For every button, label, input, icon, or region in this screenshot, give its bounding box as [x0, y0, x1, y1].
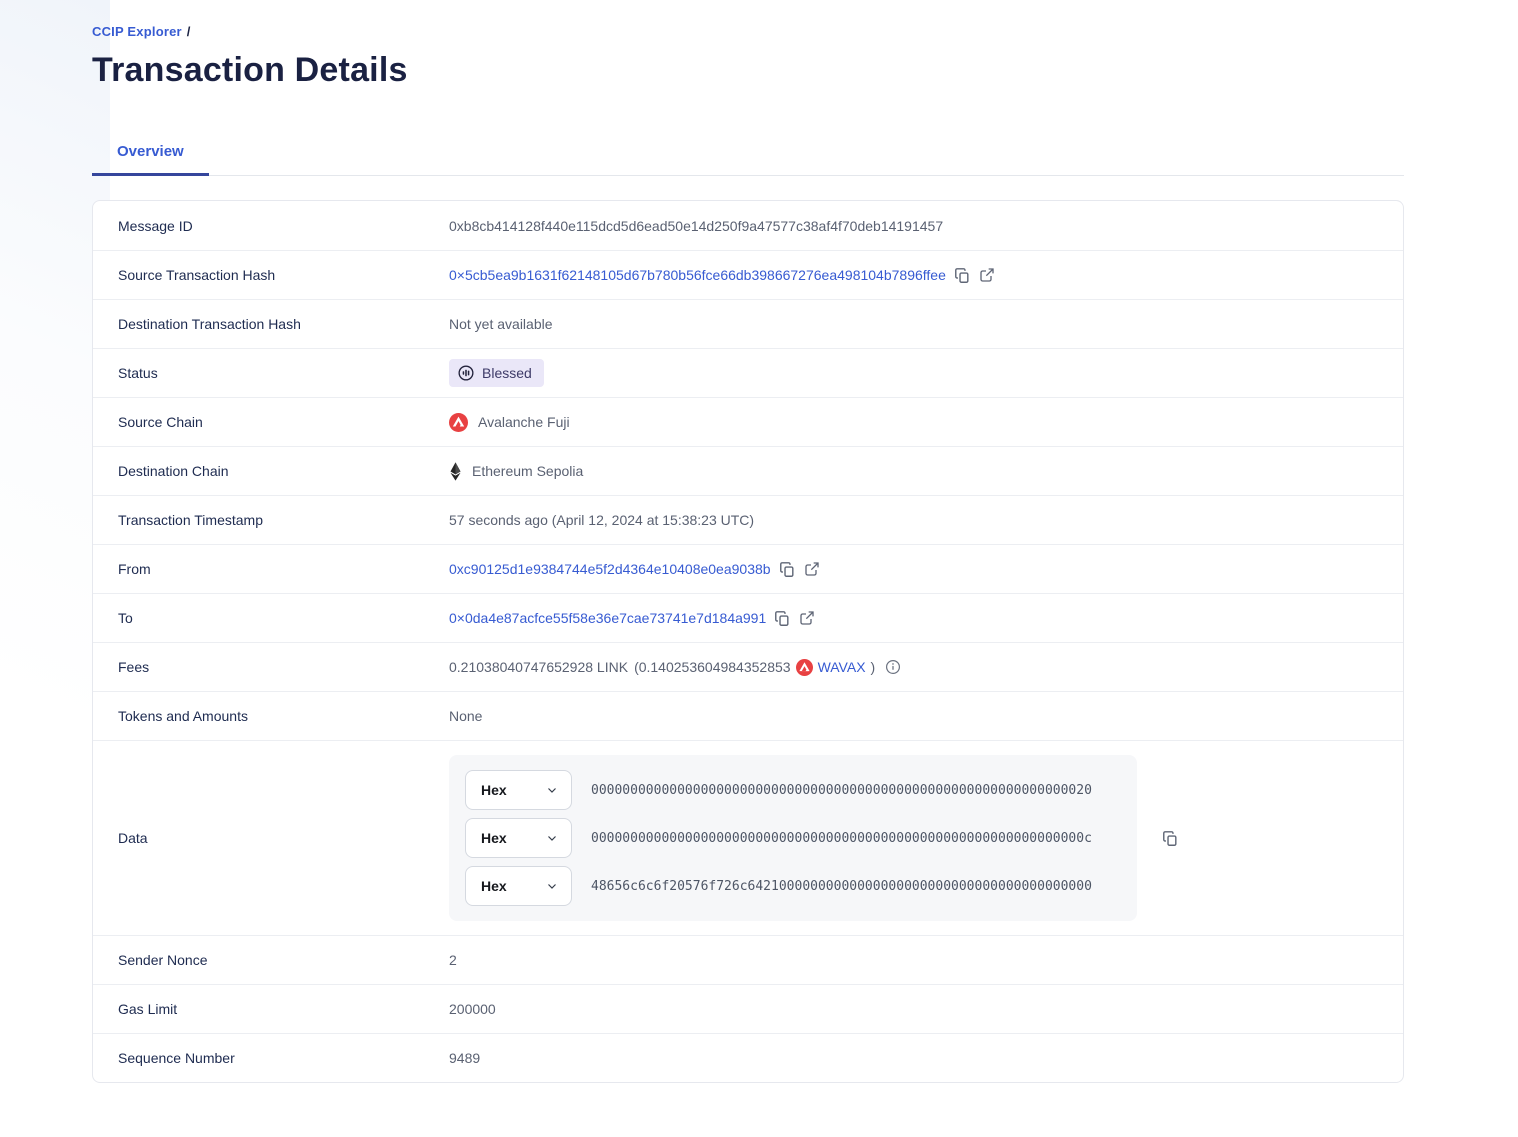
row-label: From — [118, 561, 151, 577]
copy-icon[interactable] — [1162, 830, 1179, 847]
row-label: Destination Chain — [118, 463, 229, 479]
row-label: Source Chain — [118, 414, 203, 430]
avalanche-icon — [795, 658, 813, 676]
table-row-from: From 0xc90125d1e9384744e5f2d4364e10408e0… — [93, 544, 1403, 593]
ethereum-icon — [449, 461, 462, 481]
row-label: Data — [118, 830, 148, 846]
breadcrumb-ccip-explorer-link[interactable]: CCIP Explorer — [92, 24, 182, 39]
hex-encoding-select[interactable]: Hex — [465, 770, 572, 810]
data-hex-box: Hex 000000000000000000000000000000000000… — [449, 755, 1137, 921]
source-chain-name: Avalanche Fuji — [478, 414, 570, 430]
hex-encoding-select[interactable]: Hex — [465, 818, 572, 858]
row-label: Fees — [118, 659, 150, 675]
wavax-token-link[interactable]: WAVAX — [817, 659, 866, 675]
tab-overview[interactable]: Overview — [92, 132, 209, 176]
hex-encoding-value: Hex — [481, 830, 507, 846]
row-label: Status — [118, 365, 158, 381]
table-row-sender-nonce: Sender Nonce 2 — [93, 935, 1403, 984]
data-hex-line: Hex 000000000000000000000000000000000000… — [465, 818, 1121, 858]
timestamp-value: 57 seconds ago (April 12, 2024 at 15:38:… — [449, 512, 755, 528]
from-address-link[interactable]: 0xc90125d1e9384744e5f2d4364e10408e0ea903… — [449, 561, 771, 577]
table-row-timestamp: Transaction Timestamp 57 seconds ago (Ap… — [93, 495, 1403, 544]
table-row-dest-chain: Destination Chain Ethereum Sepolia — [93, 446, 1403, 495]
to-address-link[interactable]: 0×0da4e87acfce55f58e36e7cae73741e7d184a9… — [449, 610, 767, 626]
row-label: Destination Transaction Hash — [118, 316, 301, 332]
copy-icon[interactable] — [954, 267, 971, 284]
table-row-message-id: Message ID 0xb8cb414128f440e115dcd5d6ead… — [93, 201, 1403, 250]
data-hex-value: 0000000000000000000000000000000000000000… — [591, 782, 1092, 798]
breadcrumb-separator: / — [186, 24, 191, 39]
hex-encoding-select[interactable]: Hex — [465, 866, 572, 906]
fees-paren-close: ) — [870, 659, 876, 675]
hex-encoding-value: Hex — [481, 782, 507, 798]
transaction-details-table: Message ID 0xb8cb414128f440e115dcd5d6ead… — [92, 200, 1404, 1083]
sender-nonce-value: 2 — [449, 952, 457, 968]
chevron-down-icon — [546, 784, 558, 796]
table-row-gas-limit: Gas Limit 200000 — [93, 984, 1403, 1033]
table-row-tokens: Tokens and Amounts None — [93, 691, 1403, 740]
fees-native-amount: (0.140253604984352853 — [634, 659, 791, 675]
data-hex-value: 0000000000000000000000000000000000000000… — [591, 830, 1092, 846]
dest-tx-hash-value: Not yet available — [449, 316, 553, 332]
external-link-icon[interactable] — [799, 610, 815, 626]
table-row-source-tx-hash: Source Transaction Hash 0×5cb5ea9b1631f6… — [93, 250, 1403, 299]
gas-limit-value: 200000 — [449, 1001, 496, 1017]
page-title: Transaction Details — [92, 51, 408, 89]
tokens-value: None — [449, 708, 483, 724]
row-label: Source Transaction Hash — [118, 267, 276, 283]
row-label: Message ID — [118, 217, 193, 234]
table-row-sequence-number: Sequence Number 9489 — [93, 1033, 1403, 1082]
external-link-icon[interactable] — [979, 267, 995, 283]
fees-link-amount: 0.21038040747652928 LINK — [449, 659, 629, 675]
message-id-value: 0xb8cb414128f440e115dcd5d6ead50e14d250f9… — [449, 217, 944, 234]
data-hex-line: Hex 000000000000000000000000000000000000… — [465, 770, 1121, 810]
signal-icon — [457, 364, 475, 382]
row-label: Sender Nonce — [118, 952, 208, 968]
table-row-status: Status Blessed — [93, 348, 1403, 397]
external-link-icon[interactable] — [804, 561, 820, 577]
row-label: To — [118, 610, 133, 626]
row-label: Sequence Number — [118, 1050, 235, 1066]
table-row-to: To 0×0da4e87acfce55f58e36e7cae73741e7d18… — [93, 593, 1403, 642]
avalanche-icon — [449, 412, 468, 432]
breadcrumb: CCIP Explorer / — [92, 0, 1404, 39]
row-label: Transaction Timestamp — [118, 512, 263, 528]
data-hex-value: 48656c6c6f20576f726c64210000000000000000… — [591, 878, 1092, 894]
source-tx-hash-link[interactable]: 0×5cb5ea9b1631f62148105d67b780b56fce66db… — [449, 267, 946, 283]
hex-encoding-value: Hex — [481, 878, 507, 894]
chevron-down-icon — [546, 880, 558, 892]
copy-icon[interactable] — [774, 610, 791, 627]
row-label: Gas Limit — [118, 1001, 178, 1017]
tab-bar: Overview — [92, 132, 1404, 176]
table-row-source-chain: Source Chain Avalanche Fuji — [93, 397, 1403, 446]
dest-chain-name: Ethereum Sepolia — [472, 463, 584, 479]
main-content: CCIP Explorer / Transaction Details Overv… — [92, 0, 1404, 1083]
status-badge: Blessed — [449, 359, 544, 387]
status-badge-label: Blessed — [482, 365, 532, 381]
info-icon[interactable] — [885, 659, 901, 675]
row-label: Tokens and Amounts — [118, 708, 248, 724]
data-hex-line: Hex 48656c6c6f20576f726c6421000000000000… — [465, 866, 1121, 906]
copy-icon[interactable] — [779, 561, 796, 578]
chevron-down-icon — [546, 832, 558, 844]
sequence-number-value: 9489 — [449, 1050, 481, 1066]
table-row-fees: Fees 0.21038040747652928 LINK (0.1402536… — [93, 642, 1403, 691]
table-row-data: Data Hex 0000000000000000000000000000000… — [93, 740, 1403, 935]
table-row-dest-tx-hash: Destination Transaction Hash Not yet ava… — [93, 299, 1403, 348]
